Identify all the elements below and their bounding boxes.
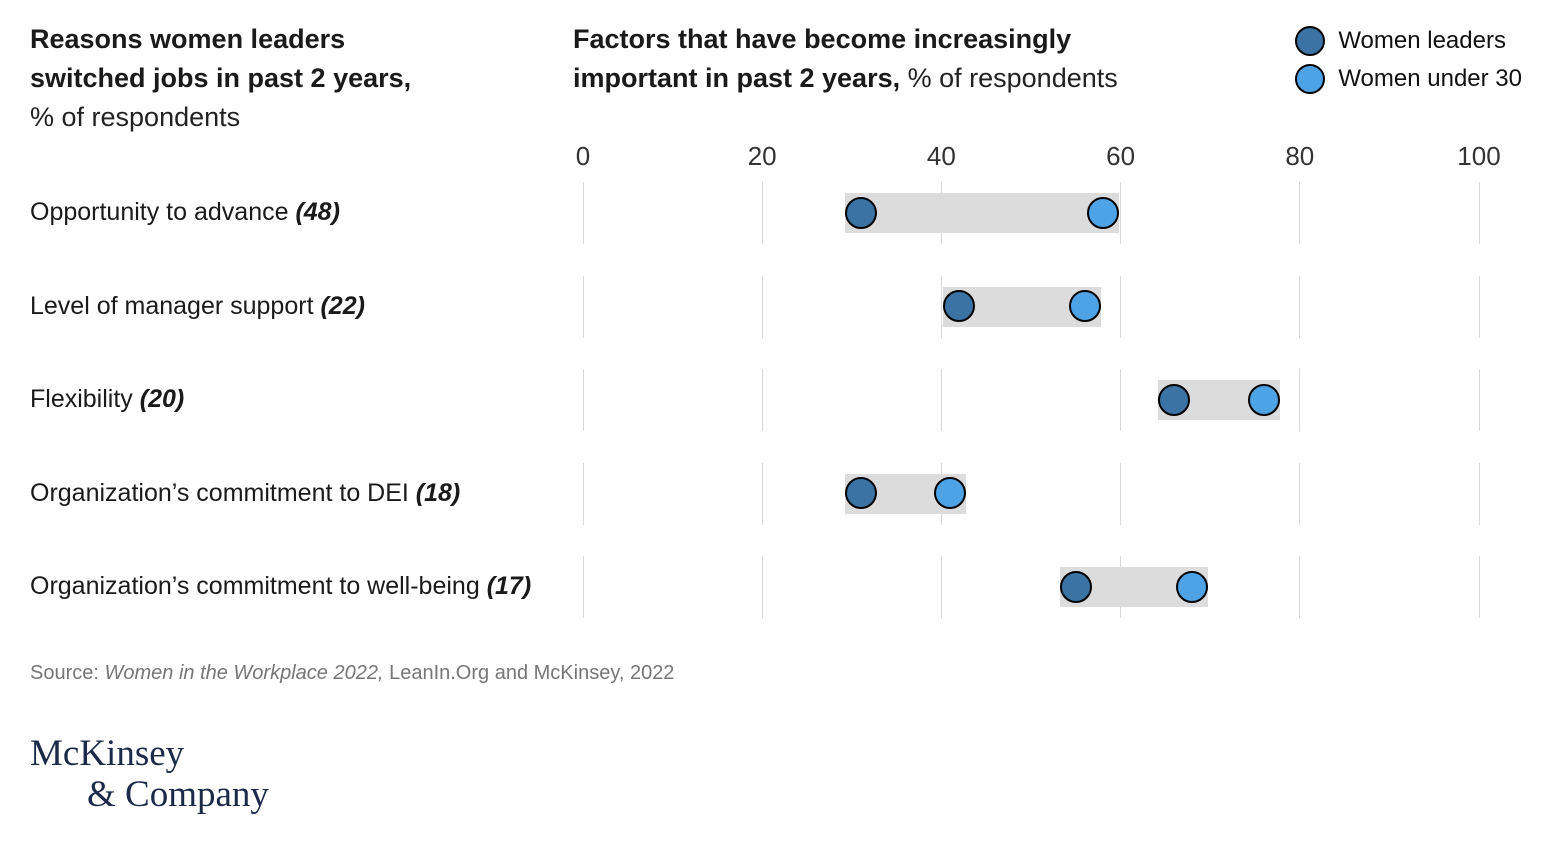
gridline	[761, 556, 763, 618]
category-count: (18)	[415, 478, 461, 507]
gridline	[1120, 462, 1122, 525]
gridline	[1299, 369, 1301, 431]
source-note: Source: Women in the Workplace 2022, Lea…	[30, 662, 674, 685]
left-title-line1: Reasons women leaders	[30, 24, 346, 54]
gridline	[1299, 556, 1301, 618]
chart-row	[582, 556, 1480, 618]
source-title-italic: Women in the Workplace 2022,	[104, 662, 384, 684]
gridline	[1478, 556, 1480, 618]
legend-item-women-under-30: Women under 30	[1295, 60, 1522, 98]
right-chart-title: Factors that have become increasingly im…	[573, 20, 1118, 98]
gridline	[1299, 182, 1301, 244]
right-title-line1: Factors that have become increasingly	[573, 24, 1072, 54]
gridline	[940, 369, 942, 431]
gridline	[1478, 462, 1480, 525]
chart-row	[582, 275, 1480, 338]
gridline	[761, 369, 763, 431]
gridline	[940, 556, 942, 618]
gridline	[1299, 462, 1301, 525]
mckinsey-logo: McKinsey & Company	[30, 733, 269, 815]
dot-women-under-30	[1176, 570, 1209, 603]
category-label: Flexibility (20)	[30, 385, 185, 413]
gridline	[761, 462, 763, 525]
right-title-line2-wrap: important in past 2 years, % of responde…	[573, 59, 1118, 98]
source-prefix: Source:	[30, 662, 105, 684]
left-title-line2: switched jobs in past 2 years,	[30, 63, 412, 93]
chart-row	[582, 369, 1480, 431]
right-title-subtitle: % of respondents	[900, 63, 1118, 93]
category-label: Opportunity to advance (48)	[30, 198, 340, 226]
legend-label: Women under 30	[1338, 65, 1522, 92]
category-count: (22)	[320, 291, 365, 320]
gridline	[1299, 275, 1301, 338]
gridline	[1120, 275, 1122, 338]
gridline	[1120, 369, 1122, 431]
gridline	[582, 556, 584, 618]
dot-women-under-30	[1068, 290, 1101, 322]
category-label: Organization’s commitment to DEI (18)	[30, 478, 461, 507]
gridline	[1120, 182, 1122, 244]
legend-label: Women leaders	[1338, 27, 1506, 54]
gridline	[1478, 182, 1480, 244]
x-axis-tick-label: 40	[926, 141, 956, 171]
dot-women-leaders	[844, 477, 877, 509]
logo-line1: McKinsey	[30, 733, 185, 774]
dot-women-under-30	[1086, 196, 1119, 229]
women-leaders-dot-icon	[1295, 26, 1326, 56]
category-count: (48)	[295, 198, 340, 226]
row-labels: Opportunity to advance (48) Level of mana…	[30, 180, 575, 650]
dot-women-under-30	[934, 477, 967, 509]
dumbbell-connector	[844, 193, 1119, 233]
gridline	[761, 275, 763, 338]
gridline	[582, 462, 584, 525]
dot-women-leaders	[844, 196, 877, 229]
source-rest: LeanIn.Org and McKinsey, 2022	[383, 662, 675, 684]
chart-row	[582, 182, 1480, 244]
x-axis-tick-label: 100	[1457, 141, 1501, 171]
x-axis-tick-label: 60	[1106, 141, 1136, 171]
gridline	[582, 182, 584, 244]
x-axis-tick-label: 20	[747, 141, 777, 171]
gridline	[1478, 275, 1480, 338]
category-count: (17)	[486, 572, 532, 600]
legend: Women leaders Women under 30	[1295, 22, 1522, 98]
left-title-subtitle: % of respondents	[30, 102, 241, 132]
gridline	[582, 369, 584, 431]
gridline	[761, 182, 763, 244]
category-count: (20)	[139, 385, 185, 413]
x-axis: 0 20 40 60 80 100	[576, 141, 1501, 173]
dot-women-under-30	[1247, 383, 1280, 416]
plot-area	[582, 180, 1480, 650]
legend-item-women-leaders: Women leaders	[1295, 22, 1522, 60]
chart-row	[582, 462, 1480, 525]
dot-women-leaders	[943, 290, 976, 322]
left-chart-title: Reasons women leaders switched jobs in p…	[30, 20, 411, 137]
dot-women-leaders	[1158, 383, 1191, 416]
right-title-line2: important in past 2 years,	[573, 63, 901, 93]
x-axis-tick-label: 80	[1285, 141, 1315, 171]
gridline	[582, 275, 584, 338]
logo-line2: & Company	[87, 774, 269, 815]
women-under-30-dot-icon	[1295, 64, 1326, 94]
dot-women-leaders	[1059, 570, 1092, 603]
category-label: Level of manager support (22)	[30, 291, 365, 320]
gridline	[940, 275, 942, 338]
gridline	[1478, 369, 1480, 431]
category-label: Organization’s commitment to well-being …	[30, 572, 532, 600]
x-axis-tick-label: 0	[575, 141, 591, 171]
